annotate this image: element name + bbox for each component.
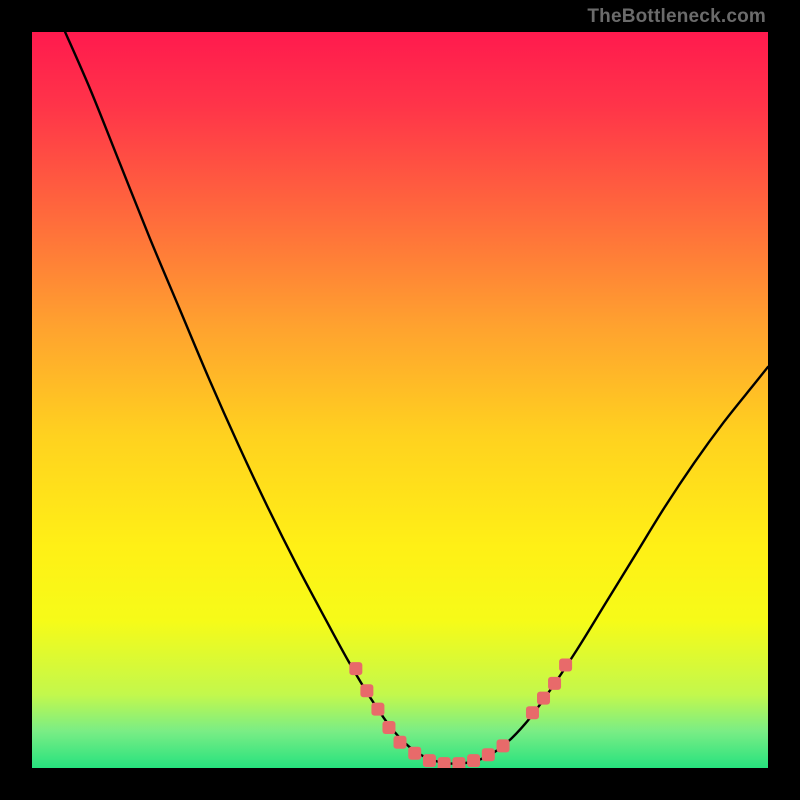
plot-area bbox=[32, 32, 768, 768]
marker-point bbox=[482, 748, 495, 761]
marker-point bbox=[548, 677, 561, 690]
marker-point bbox=[371, 703, 384, 716]
marker-point bbox=[349, 662, 362, 675]
marker-point bbox=[423, 754, 436, 767]
watermark-text: TheBottleneck.com bbox=[587, 6, 766, 28]
chart-frame: TheBottleneck.com bbox=[0, 0, 800, 800]
marker-point bbox=[467, 754, 480, 767]
marker-point bbox=[526, 706, 539, 719]
chart-background bbox=[32, 32, 768, 768]
marker-point bbox=[438, 757, 451, 768]
marker-point bbox=[408, 747, 421, 760]
marker-point bbox=[360, 684, 373, 697]
marker-point bbox=[382, 721, 395, 734]
marker-point bbox=[559, 658, 572, 671]
marker-point bbox=[497, 739, 510, 752]
chart-svg bbox=[32, 32, 768, 768]
marker-point bbox=[394, 736, 407, 749]
marker-point bbox=[452, 757, 465, 768]
marker-point bbox=[537, 692, 550, 705]
